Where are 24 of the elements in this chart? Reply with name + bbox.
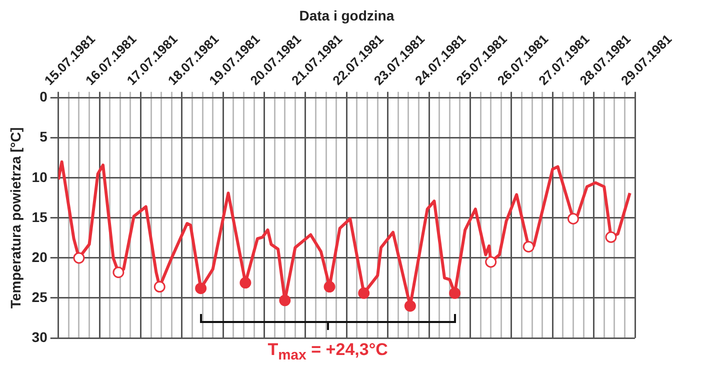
point [73,252,85,264]
y-tick-label: 0 [40,88,48,105]
y-tick-label: 20 [32,248,48,265]
point [605,231,617,243]
point [324,281,336,293]
point [154,281,166,293]
x-axis-title: Data i godzina [299,7,394,24]
point [240,277,252,289]
y-tick-label: 10 [32,168,48,185]
point [522,240,534,252]
point [485,256,497,268]
point [449,287,461,299]
point [279,294,291,306]
y-tick-label: 25 [32,288,48,305]
point [404,300,416,312]
y-axis-title: Temperatura powietrza [°C] [7,127,24,308]
y-tick-label: 15 [32,208,48,225]
point [195,282,207,294]
point [567,212,579,224]
y-tick-label: 5 [40,128,48,145]
y-tick-label: 30 [32,328,48,345]
text: T$_{max}$ = +24,3°C [266,340,389,364]
point [358,287,370,299]
point [112,266,124,278]
